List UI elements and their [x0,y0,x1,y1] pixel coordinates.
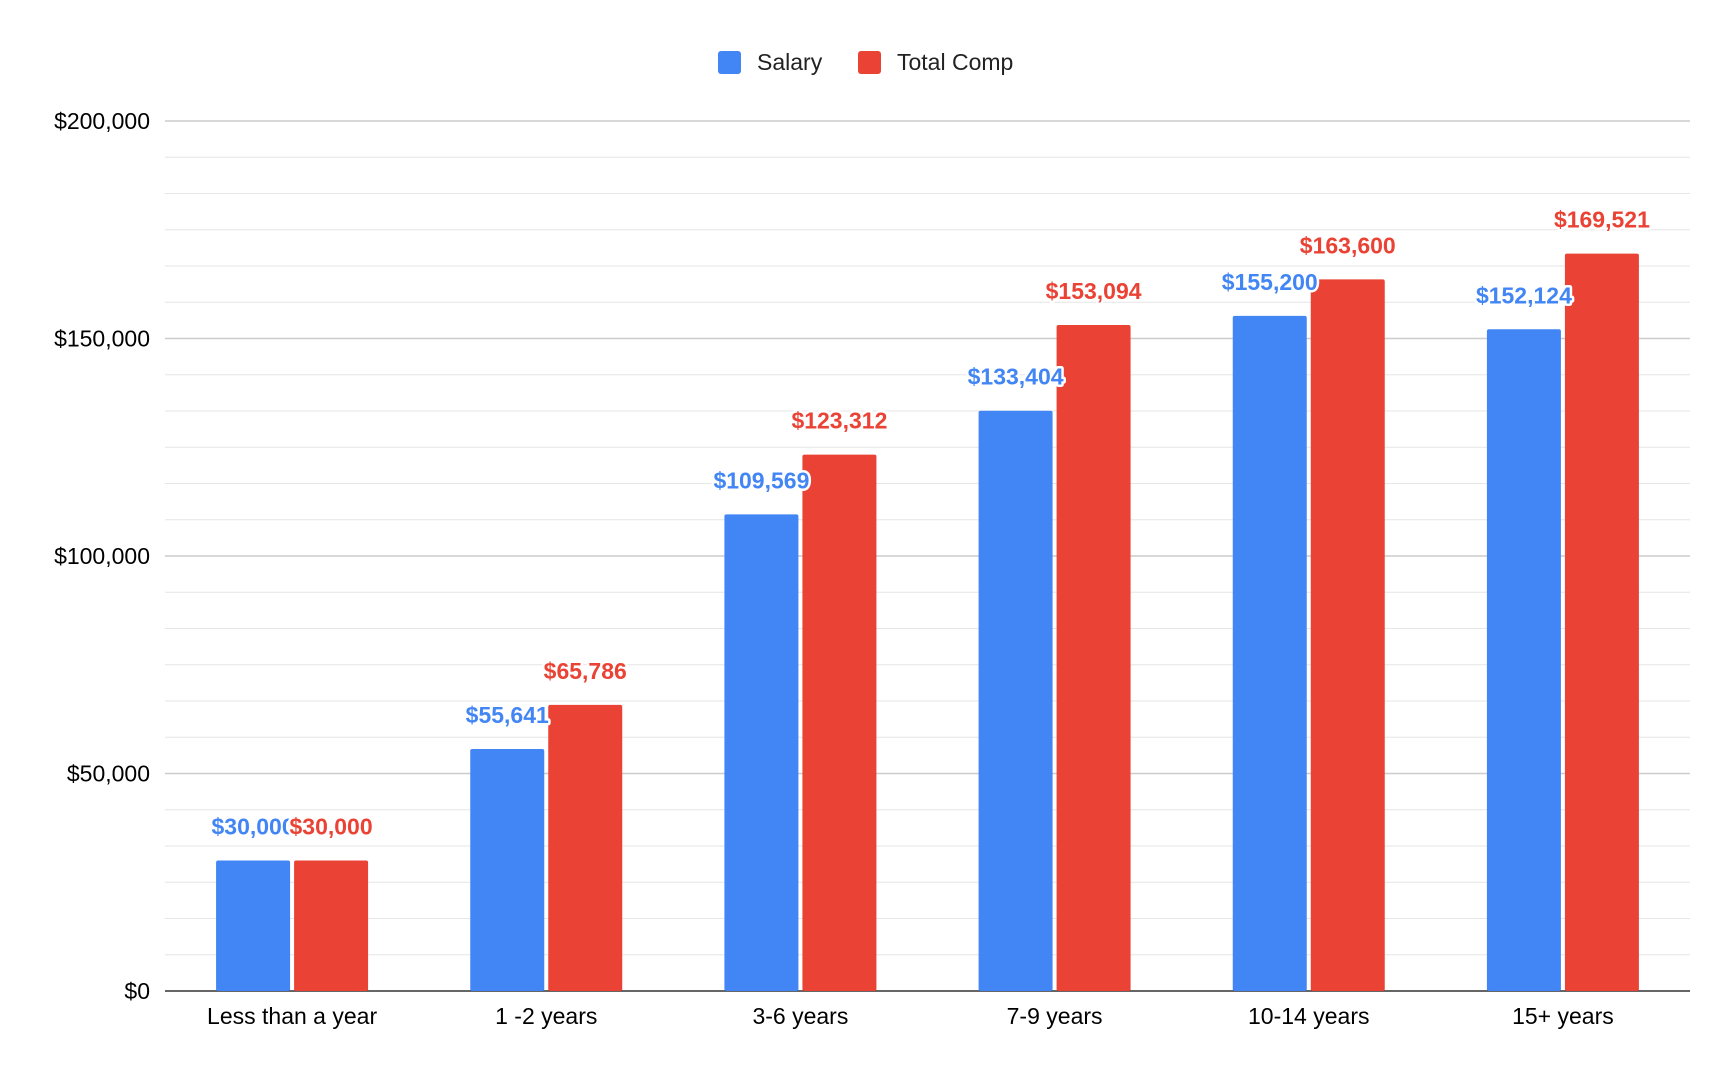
bar-salary [1232,315,1307,991]
bar-total-comp [294,860,369,991]
x-tick-label: Less than a year [207,1003,377,1029]
bars [216,253,1639,992]
y-tick-label: $50,000 [67,761,150,787]
gridlines [165,120,1690,956]
legend-label-total-comp: Total Comp [897,49,1013,75]
bar-total-comp [1310,279,1385,992]
data-label-salary: $155,200 [1222,269,1318,295]
data-label-salary: $152,124 [1476,282,1572,308]
bar-salary [216,860,291,991]
bar-total-comp [548,704,623,991]
x-tick-label: 1 -2 years [495,1003,597,1029]
x-tick-label: 7-9 years [1007,1003,1103,1029]
bar-salary [724,514,799,991]
bar-salary [470,748,545,991]
bar-salary [1486,329,1561,991]
y-tick-label: $200,000 [54,108,150,134]
bar-total-comp [1056,325,1131,991]
data-label-total-comp: $153,094 [1046,278,1142,304]
data-label-total-comp: $65,786 [544,658,627,684]
data-label-salary: $30,000 [212,814,295,840]
data-labels: $30,000$30,000 $55,641 $65,786 $109,569 $123… [209,204,1653,842]
x-axis-tick-labels: Less than a year 1 -2 years 3-6 years 7-9 y… [207,1003,1614,1029]
legend-swatch-total-comp [858,51,881,74]
bar-salary [978,410,1053,991]
data-label-salary: $133,404 [968,364,1064,390]
x-tick-label: 10-14 years [1248,1003,1369,1029]
y-tick-label: $0 [124,978,150,1004]
data-label-total-comp: $169,521 [1554,207,1650,233]
y-tick-label: $150,000 [54,326,150,352]
data-label-total-comp: $123,312 [791,408,887,434]
y-tick-label: $100,000 [54,543,150,569]
legend-swatch-salary [718,51,741,74]
x-tick-label: 3-6 years [752,1003,848,1029]
data-label-total-comp: $30,000 [290,814,373,840]
bar-total-comp [802,454,877,992]
legend-label-salary: Salary [757,49,823,75]
data-label-salary: $55,641 [466,702,549,728]
data-label-total-comp: $163,600 [1300,232,1396,258]
legend: Salary Total Comp [718,49,1013,75]
y-axis-tick-labels: $0 $50,000 $100,000 $150,000 $200,000 [54,108,150,1004]
x-tick-label: 15+ years [1512,1003,1614,1029]
data-label-salary: $109,569 [713,467,809,493]
bar-total-comp [1564,253,1639,992]
